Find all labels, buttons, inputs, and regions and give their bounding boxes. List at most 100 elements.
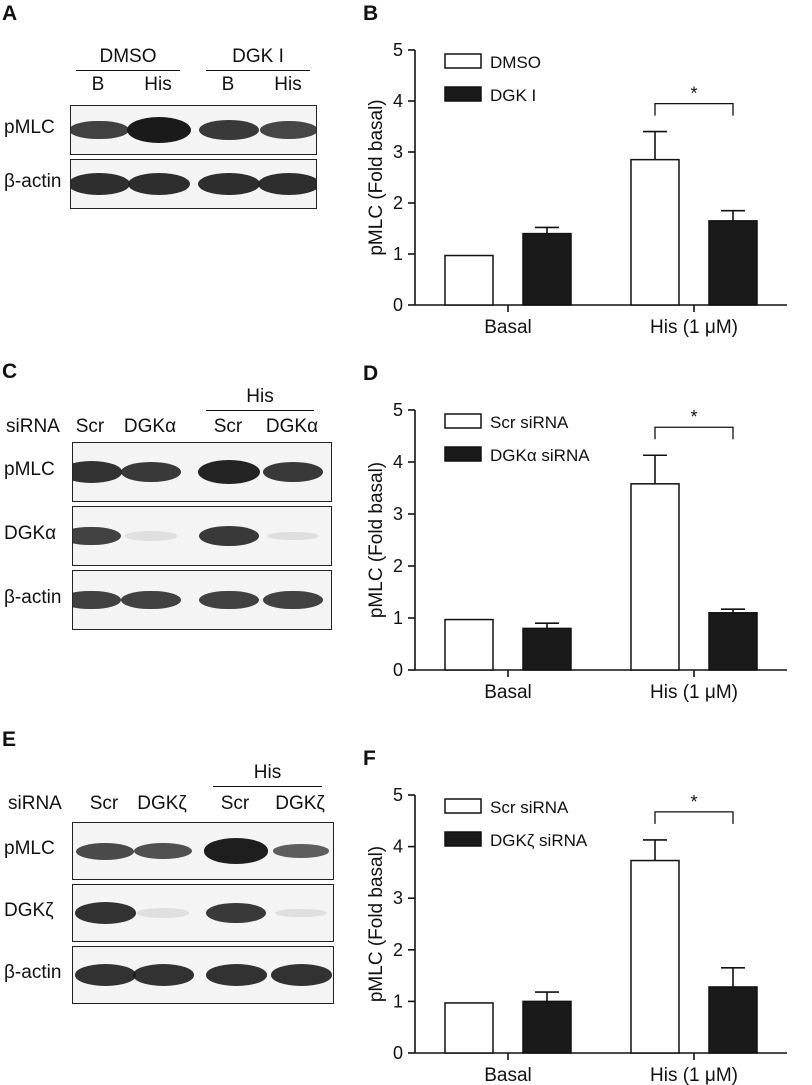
significance-bracket (654, 811, 734, 824)
bar (522, 627, 572, 671)
blot-strip (70, 105, 317, 155)
y-tick-label: 0 (393, 1043, 403, 1063)
y-tick-label: 3 (393, 504, 403, 524)
treatment-group-label: DMSO (99, 46, 157, 67)
treatment-group-line (206, 70, 310, 71)
blot-band (198, 119, 260, 141)
legend-swatch (444, 86, 482, 102)
treatment-group-label: His (253, 762, 282, 783)
blot-strip (72, 570, 332, 630)
blot-band (74, 964, 136, 986)
blot-band (73, 461, 122, 483)
lane-label: B (91, 74, 105, 95)
y-tick-label: 5 (393, 785, 403, 805)
sirna-row-label: siRNA (6, 416, 60, 437)
significance-asterisk: * (690, 407, 697, 427)
y-tick-label: 5 (393, 400, 403, 420)
blot-band (205, 964, 267, 986)
blot-band (204, 838, 268, 864)
protein-label: pMLC (4, 838, 55, 859)
treatment-group-label: DGK I (232, 46, 284, 67)
y-tick-label: 0 (393, 295, 403, 315)
western-blot-panel-e: His siRNA Scr DGKζ Scr DGKζ pMLC DGKζ β-actin (0, 735, 340, 1004)
y-tick-label: 4 (393, 837, 403, 857)
blot-strip (72, 884, 334, 942)
blot-band (270, 964, 332, 986)
bar-chart-panel-f: F 0 1 2 3 4 5 pMLC (Fold basal) Basal His (1 μM) *… (363, 747, 787, 1085)
protein-label: DGKα (4, 523, 57, 544)
y-tick-label: 0 (393, 660, 403, 680)
blot-band (266, 531, 320, 541)
y-axis-label: pMLC (Fold basal) (366, 462, 387, 618)
blot-strip (72, 442, 332, 502)
legend-label: Scr siRNA (490, 413, 569, 432)
x-tick-label: His (1 μM) (650, 682, 738, 703)
y-tick-label: 2 (393, 940, 403, 960)
blot-strip (70, 159, 317, 209)
lane-label: B (221, 74, 235, 95)
blot-band (273, 844, 329, 858)
blot-band (136, 908, 190, 918)
bar (630, 859, 680, 1054)
panel-letter-f: F (363, 747, 376, 770)
blot-band (128, 172, 190, 196)
blot-band (71, 120, 129, 140)
blot-strip (72, 506, 332, 566)
protein-label: β-actin (4, 962, 62, 983)
blot-band (205, 902, 267, 924)
western-blot-panel-c: His siRNA Scr DGKα Scr DGKα pMLC DGKα β-actin (0, 370, 340, 630)
protein-label: pMLC (4, 459, 55, 480)
y-axis-label: pMLC (Fold basal) (366, 846, 387, 1002)
legend-label: DGK I (490, 86, 536, 105)
y-tick-label: 1 (393, 991, 403, 1011)
bar (708, 612, 758, 671)
blot-band (127, 117, 191, 143)
blot-strip (72, 822, 334, 880)
lane-label: His (274, 74, 302, 95)
lane-label: Scr (75, 416, 105, 437)
legend-label: DGKζ siRNA (490, 831, 588, 850)
treatment-group-label: His (246, 386, 274, 407)
blot-band (73, 526, 121, 546)
bar (522, 232, 572, 306)
blot-band (258, 172, 316, 196)
bar (630, 483, 680, 671)
lane-label: DGKζ (275, 793, 325, 814)
blot-band (262, 461, 324, 483)
blot-band (198, 172, 260, 196)
sirna-row-label: siRNA (8, 793, 62, 814)
blot-band (259, 121, 316, 139)
y-tick-label: 1 (393, 244, 403, 264)
blot-band (121, 590, 181, 610)
blot-band (197, 459, 261, 485)
blot-band (274, 908, 328, 918)
panel-letter-a: A (2, 2, 18, 25)
y-tick-label: 2 (393, 556, 403, 576)
panel-letter-d: D (363, 362, 378, 385)
significance-asterisk: * (690, 792, 697, 812)
panel-letter-e: E (2, 728, 17, 751)
protein-label: β-actin (4, 171, 62, 192)
blot-band (120, 461, 182, 483)
y-tick-label: 4 (393, 91, 403, 111)
legend-label: Scr siRNA (490, 798, 569, 817)
lane-label: Scr (220, 793, 250, 814)
significance-bracket (654, 426, 734, 440)
lane-label: DGKζ (137, 793, 187, 814)
y-tick-label: 3 (393, 142, 403, 162)
blot-band (198, 525, 260, 547)
bar (444, 618, 494, 671)
protein-label: pMLC (4, 117, 55, 138)
blot-band (199, 590, 259, 610)
y-tick-label: 2 (393, 193, 403, 213)
lane-label: DGKα (265, 416, 319, 437)
y-tick-label: 1 (393, 608, 403, 628)
blot-band (73, 590, 121, 610)
western-blot-panel-a: DMSO DGK I B His B His pMLC β-actin (0, 0, 340, 230)
treatment-group-line (76, 70, 180, 71)
bar (630, 158, 680, 306)
lane-label: Scr (213, 416, 243, 437)
blot-band (74, 902, 136, 924)
bar (444, 1002, 494, 1054)
legend-label: DMSO (490, 53, 541, 72)
